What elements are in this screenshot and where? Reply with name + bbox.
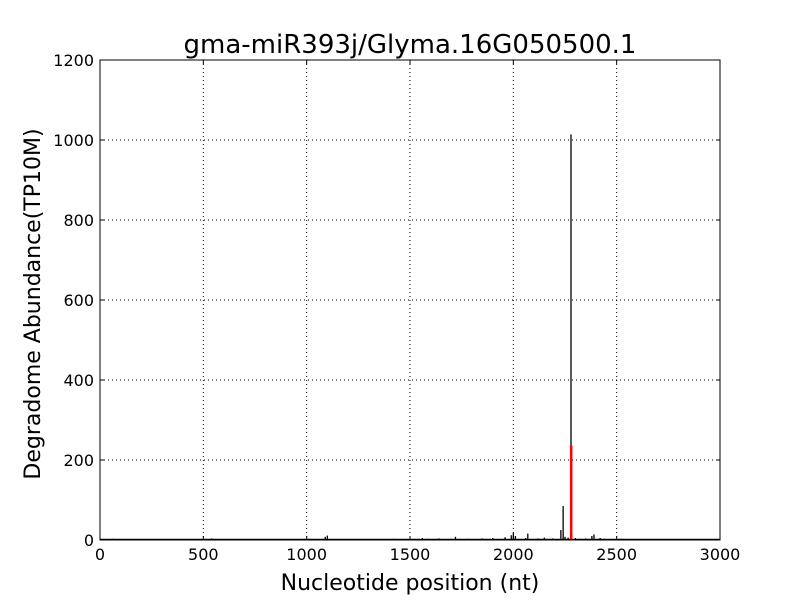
y-tick-label: 800 <box>63 211 94 230</box>
y-axis-label: Degradome Abundance(TP10M) <box>21 128 46 479</box>
x-axis-label: Nucleotide position (nt) <box>281 571 540 596</box>
y-tick-label: 1000 <box>53 131 94 150</box>
y-tick-label: 200 <box>63 451 94 470</box>
ticks: 0 500 1000 1500 2000 2500 3000 0 200 400 600 800 100… <box>53 51 740 564</box>
x-tick-label: 2000 <box>493 545 534 564</box>
x-tick-label: 1000 <box>286 545 327 564</box>
bars <box>100 134 720 541</box>
y-tick-label: 400 <box>63 371 94 390</box>
x-tick-label: 0 <box>95 545 105 564</box>
x-tick-label: 1500 <box>390 545 431 564</box>
y-tick-label: 1200 <box>53 51 94 70</box>
y-tick-label: 600 <box>63 291 94 310</box>
y-tick-label: 0 <box>84 531 94 550</box>
chart-title: gma-miR393j/Glyma.16G050500.1 <box>184 30 637 60</box>
x-tick-label: 500 <box>188 545 219 564</box>
grid <box>100 60 720 540</box>
x-tick-label: 2500 <box>596 545 637 564</box>
x-tick-label: 3000 <box>700 545 741 564</box>
